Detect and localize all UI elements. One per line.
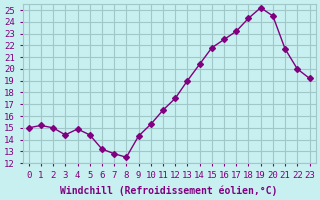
X-axis label: Windchill (Refroidissement éolien,°C): Windchill (Refroidissement éolien,°C) [60, 185, 278, 196]
